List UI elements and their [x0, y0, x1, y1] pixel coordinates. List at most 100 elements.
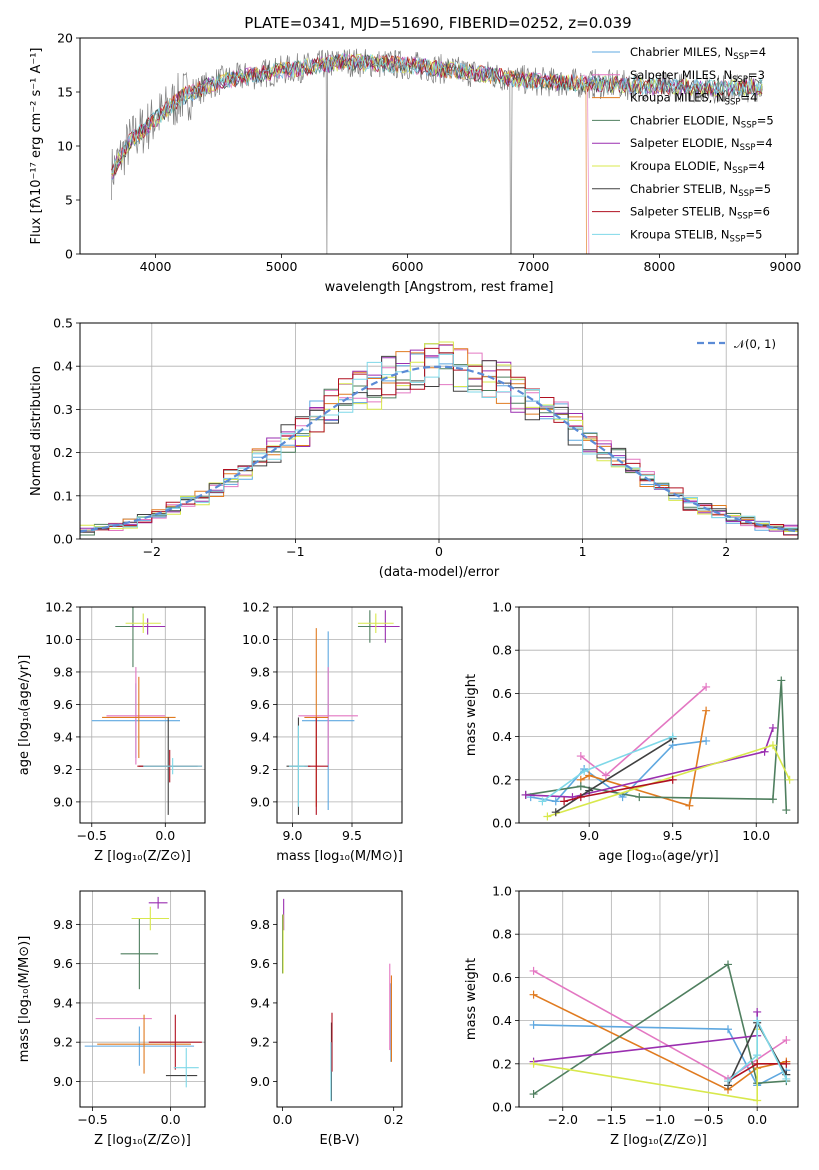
legend-label-1: Salpeter MILES, NSSP=3 — [630, 68, 765, 85]
y-tick-label: 9.6 — [250, 697, 270, 712]
weight-marker — [529, 1020, 538, 1029]
legend-label-3: Chabrier ELODIE, NSSP=5 — [630, 113, 774, 130]
legend-count: =4 — [749, 45, 766, 59]
y-tick-label: 9.2 — [53, 1035, 73, 1050]
age_vs_mass-errorbars — [286, 610, 400, 815]
axes-frame — [79, 890, 206, 1108]
y-tick-label: 9.0 — [53, 794, 73, 809]
y-tick-label: 0.4 — [492, 1013, 512, 1028]
y-tick-label: 9.0 — [250, 1074, 270, 1089]
x-tick-label: 0.2 — [384, 1112, 404, 1127]
x-tick-label: 0.0 — [155, 828, 175, 843]
weight-marker — [551, 808, 560, 817]
weight-marker — [635, 793, 644, 802]
weight-marker — [768, 723, 777, 732]
y-tick-label: 9.4 — [250, 729, 270, 744]
spectrum-model-8 — [111, 52, 763, 173]
residual-histogram-5 — [80, 341, 798, 532]
residuals-panel: −2 −1 0 1 2 0.0 0.1 0.2 0.3 0.4 0.5 (data-model)/er… — [29, 316, 799, 580]
x-tick-label: 0.0 — [747, 1112, 767, 1127]
weight-line-2 — [533, 993, 787, 1091]
y-tick-label: 0.6 — [492, 686, 512, 701]
y-tick-label: 0.4 — [492, 729, 512, 744]
residual-histogram-7 — [80, 347, 798, 536]
weight-marker — [560, 797, 569, 806]
weight-marker — [585, 786, 594, 795]
spectrum-lines — [111, 48, 763, 254]
y-axis-label: mass weight — [464, 958, 479, 1040]
weight-line-3 — [533, 963, 787, 1095]
x-tick-label: 6000 — [392, 259, 424, 274]
weight-marker — [543, 812, 552, 821]
mass_vs_ebv-errorbars — [282, 898, 392, 1102]
figure-title: PLATE=0341, MJD=51690, FIBERID=0252, z=0… — [244, 14, 631, 32]
weight-marker — [724, 1025, 733, 1034]
age_vs_Z-panel: −0.5 0.0 9.0 9.2 9.4 9.6 9.8 10.0 10.2 Z [log₁₀(Z… — [17, 600, 206, 864]
y-tick-label: 0.8 — [492, 643, 512, 658]
legend-label-8: Kroupa STELIB, NSSP=5 — [630, 227, 762, 244]
y-tick-label: 0.4 — [53, 359, 73, 374]
y-tick-label: 5 — [65, 193, 73, 208]
weight-line-0 — [530, 740, 707, 803]
legend-subscript: SSP — [740, 143, 756, 153]
mass_vs_Z-panel: −0.5 0.0 9.0 9.2 9.4 9.6 9.8 Z [log₁₀(Z/Z⊙)] mas… — [17, 890, 206, 1148]
mass_vs_ebv-panel: 0.0 0.2 9.0 9.2 9.4 9.6 9.8 E(B-V) — [250, 890, 404, 1148]
y-tick-label: 0.0 — [492, 1100, 512, 1115]
legend-label-4: Salpeter ELODIE, NSSP=4 — [630, 136, 773, 153]
axes-frame — [276, 890, 403, 1108]
weight-marker — [753, 1016, 762, 1025]
residual-histograms — [80, 341, 798, 536]
legend-count: =5 — [745, 227, 762, 241]
weight-marker — [585, 771, 594, 780]
y-tick-label: 9.8 — [250, 664, 270, 679]
age_vs_Z-errorbars — [91, 607, 203, 815]
weight-marker — [576, 793, 585, 802]
normal-curve — [80, 365, 798, 533]
y-axis-label: mass weight — [464, 674, 479, 756]
y-tick-label: 0.0 — [492, 816, 512, 831]
legend-count: =4 — [748, 159, 765, 173]
y-tick-label: 9.4 — [53, 729, 73, 744]
y-tick-label: 10.2 — [242, 600, 270, 615]
x-tick-label: −1 — [286, 544, 304, 559]
y-tick-label: 0 — [65, 247, 73, 262]
y-tick-label: 0.1 — [53, 488, 73, 503]
legend-label-6: Chabrier STELIB, NSSP=5 — [630, 182, 771, 199]
y-tick-label: 9.0 — [250, 794, 270, 809]
y-tick-label: 1.0 — [492, 600, 512, 615]
y-tick-label: 9.4 — [250, 995, 270, 1010]
axes-frame — [518, 890, 799, 1108]
x-tick-label: −2.0 — [548, 1112, 578, 1127]
y-tick-label: 9.2 — [250, 762, 270, 777]
axes-frame — [518, 606, 799, 824]
x-tick-label: 9.0 — [579, 828, 599, 843]
weight-marker — [529, 1090, 538, 1099]
y-tick-label: 1.0 — [492, 884, 512, 899]
weight-marker — [702, 682, 711, 691]
weight-marker — [702, 736, 711, 745]
legend-subscript: SSP — [730, 234, 746, 244]
weight-marker — [782, 1036, 791, 1045]
weight_vs_age-lines — [521, 676, 794, 821]
weight-marker — [702, 706, 711, 715]
weight-marker — [529, 966, 538, 975]
legend-count: =6 — [753, 205, 770, 219]
y-tick-label: 0.2 — [492, 1056, 512, 1071]
weight-marker — [529, 1059, 538, 1068]
y-tick-label: 9.4 — [53, 995, 73, 1010]
y-axis-label: age [log₁₀(age/yr)] — [17, 655, 32, 776]
y-tick-label: 20 — [57, 31, 73, 46]
axes-frame — [79, 322, 799, 540]
weight-marker — [777, 676, 786, 685]
weight-marker — [753, 1007, 762, 1016]
legend-subscript: SSP — [733, 52, 749, 62]
y-tick-label: 9.6 — [53, 956, 73, 971]
weight-marker — [668, 732, 677, 741]
weight-marker — [685, 801, 694, 810]
weight-marker — [785, 775, 794, 784]
x-tick-label: 0.0 — [273, 1112, 293, 1127]
y-tick-label: 0.2 — [53, 445, 73, 460]
x-tick-label: 0.0 — [161, 1112, 181, 1127]
y-tick-label: 0.2 — [492, 772, 512, 787]
